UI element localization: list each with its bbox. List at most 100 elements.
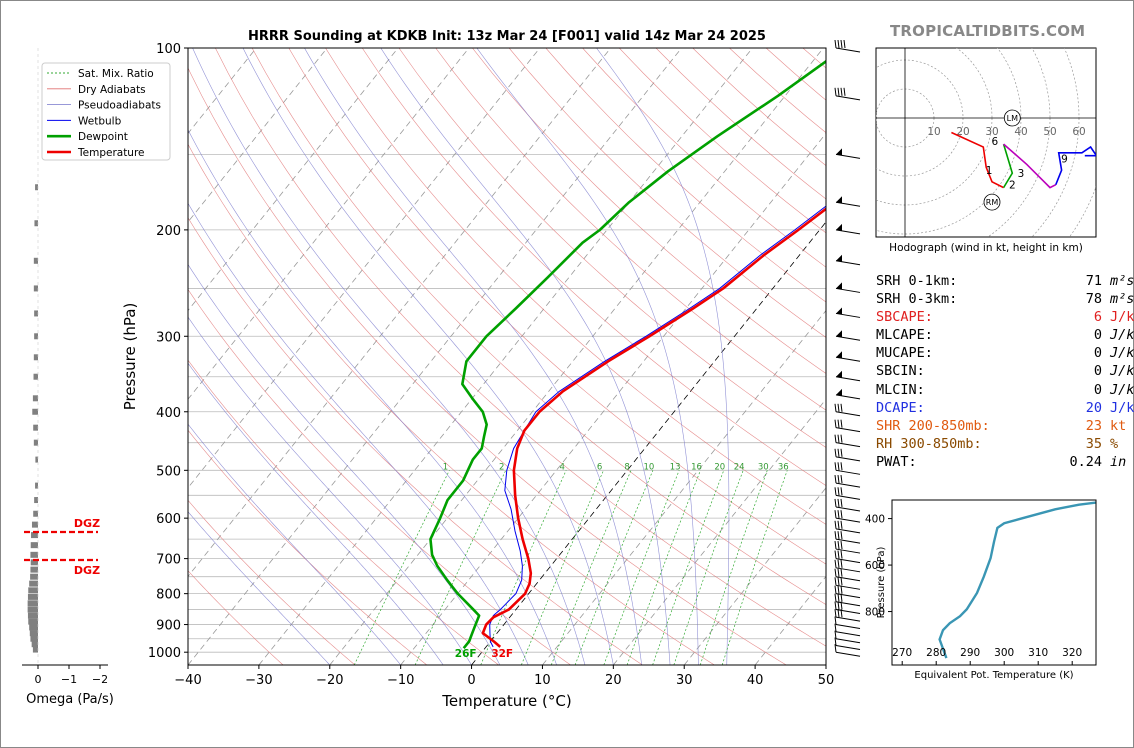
pseudoadiabat-line: [188, 423, 401, 665]
wind-barb: [834, 637, 861, 651]
legend: Sat. Mix. Ratio Dry Adiabats Pseudoadiabat…: [41, 62, 171, 161]
hodograph: 10 20 30 40 50 60 1 23 6 9 LM RM Hodograph (wind in …: [875, 47, 1097, 254]
hodograph-segment: [1003, 143, 1057, 189]
omega-bar: [27, 606, 38, 613]
isotherm-line: [258, 48, 753, 665]
stat-label: RH 300-850mb:: [876, 435, 982, 452]
wind-barb: [834, 475, 861, 488]
legend-label: Dewpoint: [78, 131, 128, 143]
legend-label: Dry Adiabats: [78, 84, 146, 96]
legend-label: Sat. Mix. Ratio: [78, 68, 154, 80]
pseudoadiabat-line: [188, 316, 472, 665]
hodograph-height-label: 1: [986, 165, 993, 177]
isotherm-line: [329, 48, 824, 665]
mixing-ratio-line: [414, 470, 507, 665]
omega-x-axis-label: Omega (Pa/s): [26, 692, 114, 707]
dry-adiabat-line: [188, 143, 715, 665]
y-tick-label: 800: [156, 588, 181, 603]
stat-row: RH 300-850mb: 35%: [876, 435, 1134, 453]
wind-barb: [835, 282, 861, 293]
omega-x-tick-label: −2: [92, 673, 108, 686]
dry-adiabat-line: [188, 570, 284, 665]
hodograph-frame: [875, 47, 1097, 238]
wind-barb: [834, 568, 861, 582]
mixing-ratio-line: [353, 470, 450, 665]
mixing-ratio-label: 6: [597, 462, 602, 472]
theta-e-frame: [891, 499, 1097, 666]
wind-barb: [835, 254, 861, 266]
stat-unit: J/kg: [1110, 345, 1134, 362]
omega-bar: [35, 184, 38, 191]
omega-bar: [31, 641, 38, 648]
stat-row: MLCAPE: 0 J/kg: [876, 326, 1134, 344]
dry-adiabat-line: [361, 48, 826, 486]
omega-bar: [33, 257, 38, 264]
skew-t-plot-area: 1 2 4 6 8 10 13 16 20 24 30 36: [188, 48, 826, 665]
omega-bar: [31, 521, 38, 528]
stat-label: MUCAPE:: [876, 345, 933, 362]
wind-barb: [834, 498, 861, 512]
omega-bar: [33, 354, 38, 361]
omega-bar: [34, 310, 38, 317]
pseudoadiabat-line: [304, 48, 642, 665]
mixing-ratio-label: 30: [758, 462, 769, 472]
omega-bar: [34, 497, 38, 504]
x-tick-label: −10: [387, 673, 414, 688]
stat-unit: m²s⁻²: [1110, 291, 1134, 308]
hodograph-ring-label: 60: [1072, 126, 1085, 138]
x-tick-label: 40: [747, 673, 764, 688]
theta-e-x-tick-label: 320: [1062, 647, 1082, 659]
stat-unit: J/kg: [1110, 363, 1134, 380]
wind-barb: [834, 616, 861, 630]
stat-row: SBCIN: 0 J/kg: [876, 362, 1134, 380]
wind-barb: [834, 630, 861, 644]
stat-value: 78: [1085, 291, 1102, 308]
wind-barb: [834, 434, 861, 448]
theta-e-y-tick-label: 600: [865, 560, 885, 572]
pseudoadiabat-line: [188, 202, 529, 665]
dry-adiabat-line: [188, 67, 787, 665]
mixing-ratio-label: 20: [714, 462, 725, 472]
mixing-ratio-line: [699, 470, 768, 665]
stat-value: 23: [1085, 417, 1102, 434]
omega-bar: [28, 618, 38, 625]
stat-unit: J/kg: [1110, 327, 1134, 344]
hodograph-marker: [1003, 109, 1021, 127]
hodograph-marker-label: RM: [986, 198, 999, 207]
omega-bar: [30, 559, 38, 566]
y-tick-label: 500: [156, 464, 181, 479]
stat-value: 71: [1085, 273, 1102, 289]
mixing-ratio-line: [574, 470, 654, 665]
hodograph-marker-label: LM: [1007, 114, 1018, 123]
theta-e-panel: 400 600 800 270 280 290 300 310 320 Equivalent Po…: [865, 499, 1097, 681]
mixing-ratio-line: [652, 470, 725, 665]
y-axis-label: Pressure (hPa): [121, 303, 139, 411]
hodograph-segment: [951, 131, 1004, 189]
pseudoadiabat-line: [192, 48, 586, 665]
omega-x-tick-label: −1: [61, 673, 77, 686]
stat-unit: in: [1110, 453, 1127, 470]
omega-bar: [30, 635, 38, 642]
stat-row: SRH 0-1km: 71 m²s⁻²: [876, 272, 1134, 290]
dry-adiabat-line: [325, 48, 826, 525]
dry-adiabat-line: [188, 499, 356, 665]
omega-panel: 0 −1 −2 Omega (Pa/s) DGZ DGZ: [22, 48, 114, 707]
omega-bar: [29, 630, 38, 637]
dry-adiabat-line: [188, 217, 643, 665]
omega-bar: [31, 532, 38, 539]
mixing-ratio-label: 1: [443, 462, 448, 472]
surface-temperature-label: 32F: [491, 648, 513, 660]
wind-barb: [834, 559, 861, 573]
omega-x-tick-label: 0: [35, 673, 42, 686]
wind-barb: [834, 487, 861, 500]
stat-row: SBCAPE: 6 J/kg: [876, 308, 1134, 326]
omega-bar: [33, 510, 38, 517]
stat-unit: m²s⁻²: [1110, 273, 1134, 289]
hodograph-height-label: 3: [1018, 168, 1025, 180]
hodograph-segment: [1002, 143, 1014, 189]
dry-adiabat-line: [288, 48, 826, 565]
stat-unit: J/kg: [1110, 381, 1134, 398]
mixing-ratio-line: [721, 470, 788, 665]
wind-barb: [834, 609, 861, 622]
wind-barb: [834, 520, 861, 534]
